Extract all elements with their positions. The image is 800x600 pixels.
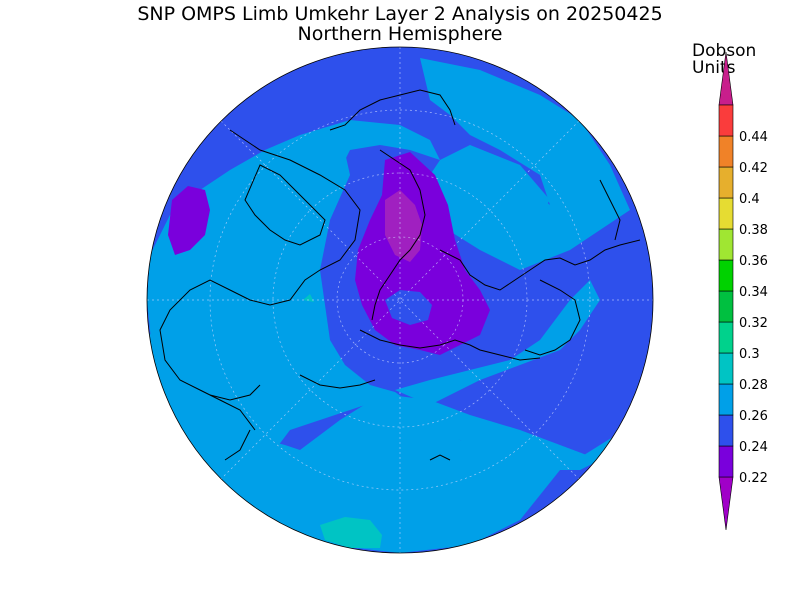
colorbar-swatch [718,352,734,385]
colorbar-swatch [718,445,734,478]
globe-outline [146,46,654,554]
contour-region-high-north-strip [260,120,440,180]
colorbar-swatch [718,197,734,230]
contour-region-peak-south [320,517,382,548]
colorbar: 0.22 0.24 0.26 0.28 0.3 0.32 0.34 0.36 0.38 0.4 0.… [718,51,768,531]
colorbar-swatch [718,166,734,199]
contour-region-high-southeast [395,280,600,405]
contour-region-peak-small [303,294,314,302]
colorbar-swatch [718,383,734,416]
colorbar-tick-label: 0.34 [739,285,768,300]
ozone-field [147,47,653,553]
colorbar-tick-label: 0.44 [739,130,768,145]
colorbar-tick-label: 0.4 [739,192,760,207]
contour-region-high-southeast-2 [390,395,600,470]
contour-region-low-west [168,186,210,255]
colorbar-swatch [718,259,734,292]
colorbar-tick-label: 0.38 [739,223,768,238]
colorbar-swatch [718,321,734,354]
map-subtitle: Northern Hemisphere [297,23,503,45]
colorbar-above-triangle [718,51,734,106]
colorbar-swatch [718,104,734,137]
colorbar-swatch [718,414,734,447]
graticule [147,47,653,553]
contour-region-mid-pole [385,290,432,325]
colorbar-tick-label: 0.26 [739,409,768,424]
colorbar-tick-label: 0.42 [739,161,768,176]
polar-map [146,46,654,554]
colorbar-tick-label: 0.3 [739,347,760,362]
map-title: SNP OMPS Limb Umkehr Layer 2 Analysis on… [137,3,663,25]
colorbar-tick-label: 0.36 [739,254,768,269]
colorbar-units-label: Dobson [692,41,757,61]
colorbar-tick-label: 0.24 [739,440,768,455]
colorbar-swatch [718,228,734,261]
colorbar-below-triangle [718,476,734,531]
coastlines [159,89,641,461]
colorbar-tick-label: 0.28 [739,378,768,393]
contour-region-minimum-arctic [385,190,422,262]
contour-region-high-south [147,330,640,553]
colorbar-swatch [718,135,734,168]
contour-region-high-east [445,145,550,235]
colorbar-tick-label: 0.32 [739,316,768,331]
colorbar-tick-label: 0.22 [739,471,768,486]
colorbar-swatch [718,290,734,323]
